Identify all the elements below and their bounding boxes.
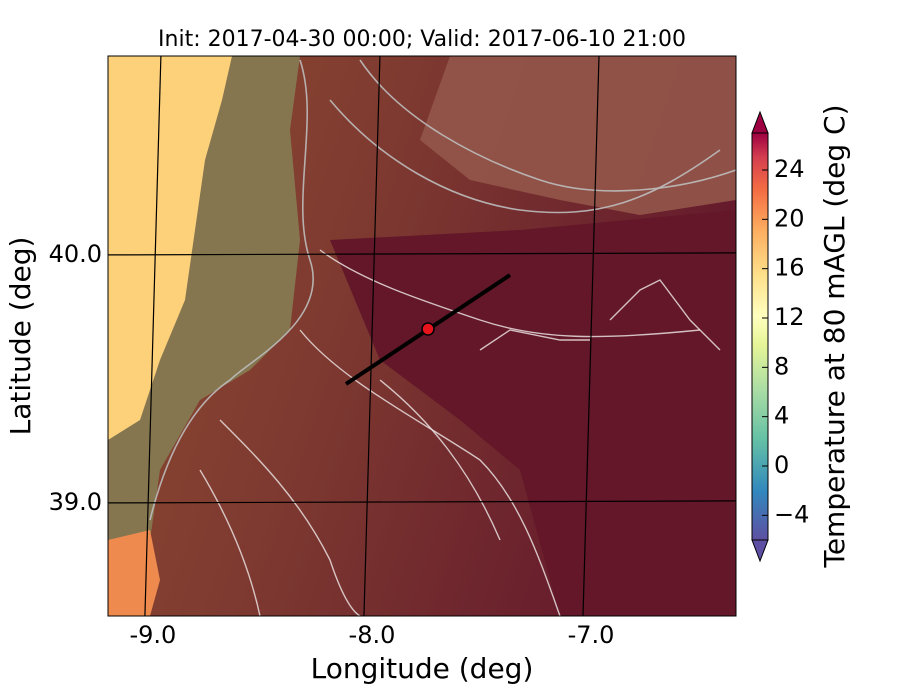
contour: [319, 249, 701, 338]
colorbar-tick-label: 16: [774, 254, 805, 282]
map: [108, 56, 736, 616]
contour: [149, 59, 314, 521]
highland: [420, 56, 736, 215]
y-tick-label: 40.0: [49, 240, 102, 268]
colorbar-extend-max: [751, 110, 769, 134]
chart-title: Init: 2017-04-30 00:00; Valid: 2017-06-1…: [158, 27, 686, 52]
colorbar-label: Temperature at 80 mAGL (deg C): [818, 104, 851, 568]
plot-frame: [107, 55, 737, 617]
grid-line: [582, 56, 600, 616]
contour: [299, 329, 561, 616]
colorbar-tick-label: 20: [774, 204, 805, 232]
x-tick-label: -7.0: [568, 621, 615, 649]
x-axis-label: Longitude (deg): [311, 652, 534, 685]
colorbar-tick-label: 0: [774, 451, 789, 479]
contour: [199, 469, 261, 616]
grid-line: [108, 252, 736, 256]
y-axis-label: Latitude (deg): [4, 237, 37, 436]
colorbar-tick-label: 24: [774, 155, 805, 183]
contour: [359, 59, 736, 192]
colorbar-tick-label: 12: [774, 303, 805, 331]
grid-line: [363, 56, 381, 616]
contour: [479, 329, 590, 351]
contour: [609, 279, 721, 351]
y-tick-label: 39.0: [49, 488, 102, 516]
contour: [329, 99, 721, 214]
contour: [379, 379, 501, 541]
warm-area: [330, 210, 736, 616]
grid-line: [108, 500, 736, 504]
colorbar: [751, 132, 769, 541]
location-marker: [421, 322, 435, 336]
colorbar-tick-label: 8: [774, 352, 789, 380]
contour: [219, 419, 361, 616]
colorbar-tick-label: −4: [774, 500, 809, 528]
colorbar-tick-label: 4: [774, 402, 789, 430]
warm-coast: [108, 530, 160, 616]
ocean: [108, 56, 232, 440]
x-tick-label: -8.0: [349, 621, 396, 649]
grid-line: [144, 56, 162, 616]
colorbar-extend-min: [751, 539, 769, 563]
x-tick-label: -9.0: [129, 621, 176, 649]
